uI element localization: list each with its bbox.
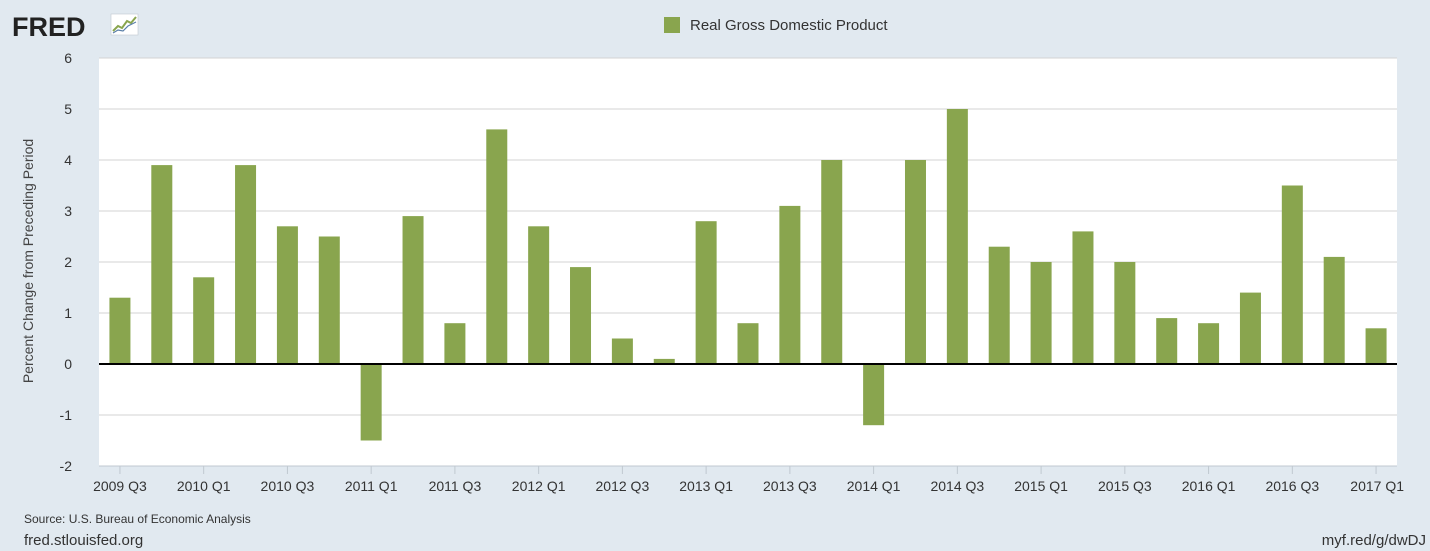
bars xyxy=(109,109,1387,441)
y-tick-label: 3 xyxy=(64,203,72,219)
bar[interactable] xyxy=(737,323,759,364)
bar[interactable] xyxy=(444,323,466,364)
y-tick-label: 0 xyxy=(64,356,72,372)
x-tick-label: 2012 Q1 xyxy=(512,478,566,494)
bar[interactable] xyxy=(402,216,424,364)
bar[interactable] xyxy=(1281,185,1303,365)
bar[interactable] xyxy=(1239,292,1261,364)
footer-url[interactable]: fred.stlouisfed.org xyxy=(24,532,143,549)
short-link[interactable]: myf.red/g/dwDJ xyxy=(1322,532,1426,549)
source-note: Source: U.S. Bureau of Economic Analysis xyxy=(24,512,251,526)
x-tick-label: 2011 Q3 xyxy=(429,478,482,494)
y-tick-label: 6 xyxy=(64,50,72,66)
x-tick-label: 2010 Q1 xyxy=(177,478,231,494)
bar[interactable] xyxy=(611,338,633,365)
fred-logo-text: FRED xyxy=(12,12,86,42)
legend-label: Real Gross Domestic Product xyxy=(690,17,888,34)
legend: Real Gross Domestic Product xyxy=(664,17,888,34)
bar[interactable] xyxy=(570,267,592,364)
bar[interactable] xyxy=(318,236,340,365)
bar[interactable] xyxy=(151,165,173,364)
bar[interactable] xyxy=(946,109,968,364)
x-tick-label: 2014 Q1 xyxy=(847,478,901,494)
y-tick-label: 1 xyxy=(64,305,72,321)
x-tick-label: 2012 Q3 xyxy=(596,478,650,494)
y-axis-title: Percent Change from Preceding Period xyxy=(20,139,36,383)
x-tick-label: 2013 Q1 xyxy=(679,478,733,494)
x-tick-label: 2017 Q1 xyxy=(1350,478,1404,494)
y-tick-label: 5 xyxy=(64,101,72,117)
bar[interactable] xyxy=(1114,262,1136,364)
bar[interactable] xyxy=(235,165,257,364)
y-tick-label: 2 xyxy=(64,254,72,270)
bar[interactable] xyxy=(1323,256,1345,364)
bar[interactable] xyxy=(1156,318,1178,364)
bar[interactable] xyxy=(653,358,675,364)
bar[interactable] xyxy=(1198,323,1220,364)
bar[interactable] xyxy=(821,160,843,364)
x-tick-label: 2015 Q1 xyxy=(1014,478,1068,494)
gridlines xyxy=(99,57,1397,467)
bar[interactable] xyxy=(1365,328,1387,364)
bar[interactable] xyxy=(486,129,508,364)
bar[interactable] xyxy=(779,205,801,364)
bar[interactable] xyxy=(360,364,382,441)
zero-line-group xyxy=(99,363,1397,467)
bar[interactable] xyxy=(1072,231,1094,364)
bar[interactable] xyxy=(1030,262,1052,364)
bar[interactable] xyxy=(193,277,215,364)
y-tick-label: 4 xyxy=(64,152,72,168)
y-axis-ticks: -2 -1 0 1 2 3 4 5 6 xyxy=(60,50,73,474)
trend-line-icon xyxy=(110,13,139,36)
x-tick-label: 2010 Q3 xyxy=(261,478,315,494)
bar[interactable] xyxy=(276,226,298,364)
fred-logo[interactable]: FRED xyxy=(12,12,139,42)
x-tick-label: 2015 Q3 xyxy=(1098,478,1152,494)
bar[interactable] xyxy=(863,364,885,426)
bar[interactable] xyxy=(988,246,1010,364)
y-tick-label: -1 xyxy=(60,407,73,423)
legend-swatch xyxy=(664,17,680,33)
bar[interactable] xyxy=(695,221,717,364)
x-tick-label: 2014 Q3 xyxy=(930,478,984,494)
x-tick-label: 2016 Q3 xyxy=(1265,478,1319,494)
x-axis-ticks: 2009 Q3 2010 Q1 2010 Q3 2011 Q1 2011 Q3 2012 … xyxy=(93,466,1404,494)
x-tick-label: 2013 Q3 xyxy=(763,478,817,494)
x-tick-label: 2011 Q1 xyxy=(345,478,398,494)
x-tick-label: 2016 Q1 xyxy=(1182,478,1236,494)
y-tick-label: -2 xyxy=(60,458,73,474)
x-tick-label: 2009 Q3 xyxy=(93,478,147,494)
bar[interactable] xyxy=(109,297,131,364)
bar[interactable] xyxy=(528,226,550,364)
bar[interactable] xyxy=(904,160,926,364)
